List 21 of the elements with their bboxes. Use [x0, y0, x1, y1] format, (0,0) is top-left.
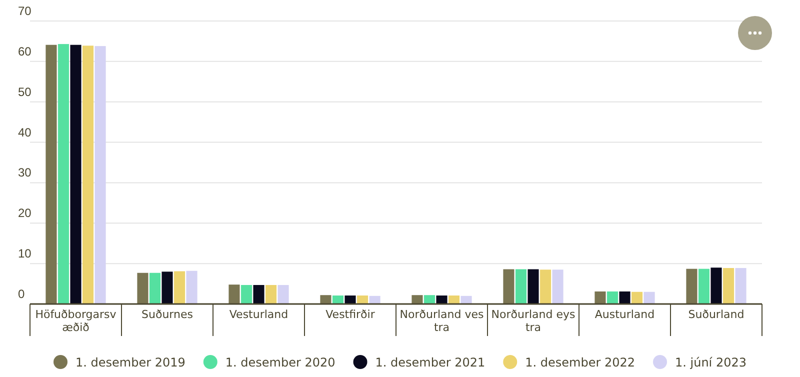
y-tick-label: 0 — [18, 287, 25, 301]
x-tick-label: Austurland — [594, 308, 655, 321]
y-tick-label: 20 — [18, 206, 32, 220]
x-tick-label: Vesturland — [229, 308, 288, 321]
legend-label: 1. desember 2022 — [525, 356, 635, 370]
x-tick-label: Norðurland eystra — [491, 308, 576, 334]
x-tick-label: Vestfirðir — [326, 308, 376, 321]
legend-label: 1. desember 2020 — [225, 356, 336, 370]
y-tick-label: 30 — [18, 166, 32, 180]
y-tick-label: 70 — [18, 4, 32, 18]
x-tick-label: Suðurnes — [142, 308, 194, 321]
legend-label: 1. desember 2019 — [76, 356, 186, 370]
x-tick-label: Norðurland vestra — [400, 308, 484, 334]
legend-label: 1. júní 2023 — [675, 356, 746, 370]
y-tick-label: 60 — [18, 44, 32, 58]
y-tick-label: 10 — [18, 246, 32, 261]
y-tick-label: 40 — [18, 125, 32, 140]
y-tick-label: 50 — [18, 84, 32, 99]
x-tick-label: Suðurland — [688, 308, 744, 321]
x-tick-label: Höfuðborgarsvæðið — [35, 308, 117, 334]
legend-label: 1. desember 2021 — [375, 356, 486, 370]
